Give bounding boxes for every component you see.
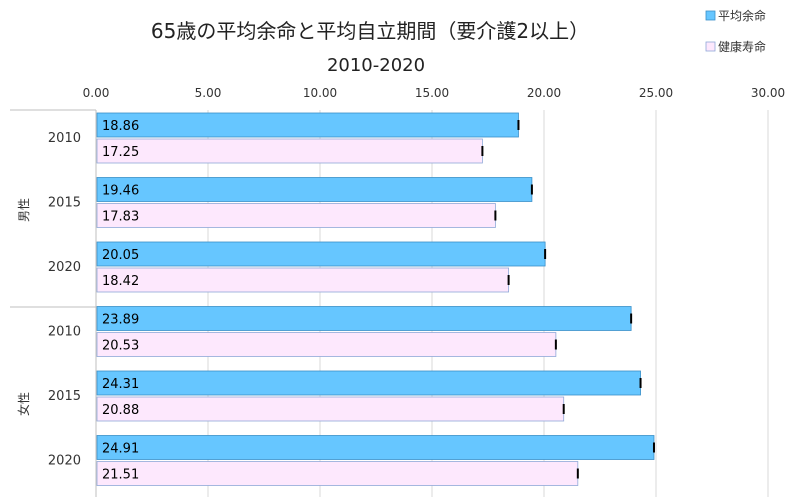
bar [96,241,546,267]
x-tick-label: 30.00 [751,86,785,100]
category-label: 2020 [48,454,81,469]
x-tick-label: 0.00 [83,86,110,100]
data-label: 19.46 [102,184,139,199]
chart-subtitle: 2010-2020 [327,55,425,76]
legend-label-series-1: 平均余命 [718,8,766,23]
bar [96,267,510,293]
category-label: 2010 [48,325,81,340]
bar [96,112,519,138]
data-label: 23.89 [102,313,139,328]
data-label: 20.05 [102,248,139,263]
data-label: 17.25 [102,145,139,160]
bar [96,435,655,460]
bar [96,203,496,228]
data-label: 18.86 [102,119,139,134]
chart-title: 65歳の平均余命と平均自立期間（要介護2以上） [151,19,589,43]
bar [96,177,533,202]
legend: 平均余命 健康寿命 [705,8,766,54]
group-label: 男性 [17,198,31,222]
bar [96,332,557,357]
x-tick-label: 10.00 [303,86,337,100]
data-label: 17.83 [102,210,139,225]
bar [96,306,632,331]
legend-swatch-series-2 [705,41,716,52]
category-label: 2010 [48,131,81,146]
bars: 18.86 17.25 19.46 17.83 20.05 18.42 23.89 20.53… [96,112,655,486]
bar [96,370,641,396]
bar [96,396,565,422]
data-label: 18.42 [102,274,139,289]
data-label: 24.91 [102,442,139,457]
x-tick-label: 25.00 [639,86,673,100]
category-label: 2020 [48,260,81,275]
x-tick-label: 20.00 [527,86,561,100]
x-tick-label: 15.00 [415,86,449,100]
legend-label-series-2: 健康寿命 [718,39,766,54]
data-label: 20.88 [102,403,139,418]
data-label: 24.31 [102,377,139,392]
group-label: 女性 [16,392,31,416]
category-label: 2015 [48,389,81,404]
x-axis: 0.00 5.00 10.00 15.00 20.00 25.00 30.00 [83,86,785,100]
category-axis: 男性 2010 2015 2020 女性 2010 2015 2020 [10,109,96,469]
x-tick-label: 5.00 [195,86,222,100]
gridlines [95,110,769,497]
bar [96,138,483,164]
data-label: 20.53 [102,339,139,354]
bar [96,461,579,486]
category-label: 2015 [48,196,81,211]
data-label: 21.51 [102,468,139,483]
legend-swatch-series-1 [705,10,716,21]
